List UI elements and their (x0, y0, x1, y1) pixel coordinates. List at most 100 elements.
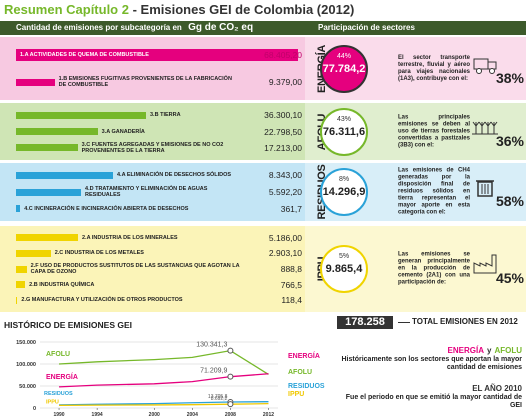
bar-value: 888,8 (280, 264, 302, 274)
point (227, 373, 234, 380)
bar-label: 4.D TRATAMIENTO Y ELIMINACIÓN DE AGUAS R… (85, 186, 208, 198)
icon-part (489, 67, 495, 74)
bar-value: 766,5 (280, 279, 302, 290)
bar (16, 78, 55, 86)
sector-total: 9.865,4 (325, 263, 363, 275)
sector-share: 36% (495, 132, 524, 149)
y-tick-label: 0 (33, 406, 36, 412)
legend-entry: RESIDUOS (288, 383, 325, 390)
icon-part (490, 121, 498, 134)
line-series (59, 403, 269, 407)
bar (16, 249, 51, 257)
header-left: Cantidad de emisiones por subcategoría e… (16, 22, 253, 33)
icon-part (473, 254, 497, 274)
note-heading-part: AFOLU (494, 346, 522, 355)
sector-percent: 43% (336, 115, 351, 123)
header-right: Participación de sectores (318, 23, 415, 32)
sector-icon (476, 180, 494, 197)
line-label: AFOLU (46, 351, 70, 358)
bar-label: 1.B EMISIONES FUGITIVAS PROVENIENTES DE … (58, 76, 232, 89)
bar-label: 3.C FUENTES AGREGADAS Y EMISIONES DE NO … (81, 141, 224, 154)
bar-value: 17.213,00 (264, 142, 302, 153)
icon-part (476, 67, 482, 74)
sector-block (0, 226, 526, 312)
note-text: Fue el periodo en que se emitió la mayor… (345, 394, 522, 409)
icon-part (484, 121, 492, 134)
sector-percent: 8% (338, 176, 350, 183)
bar-value: 361,7 (280, 203, 302, 214)
header-bar (0, 21, 526, 35)
bar (16, 144, 78, 152)
bar-value: 5.186,00 (268, 232, 302, 243)
bar-label: 4.C INCINERACIÓN E INCINERACIÓN ABIERTA … (24, 205, 189, 212)
bar-label: 2.B INDUSTRIA QUÍMICA (29, 281, 95, 288)
y-tick-label: 50.000 (19, 384, 36, 390)
x-tick-label: 1994 (92, 412, 103, 418)
line-series (59, 401, 269, 406)
sector-block (0, 37, 526, 100)
bar-label: 2.A INDUSTRIA DE LOS MINERALES (82, 234, 178, 241)
point-label: 13.705,8 (208, 394, 228, 400)
total-box (337, 316, 393, 329)
line-series (59, 373, 269, 388)
total-value: 178.258 (345, 316, 385, 328)
line-label: ENERGÍA (46, 372, 78, 381)
bar (16, 188, 82, 196)
sector-circle (320, 107, 368, 156)
bar-label: 1.A ACTIVIDADES DE QUEMA DE COMBUSTIBLE (20, 51, 149, 58)
x-tick-label: 2000 (149, 412, 160, 418)
sector-icon (473, 254, 497, 274)
icon-part (487, 61, 497, 69)
bar-value: 22.798,50 (264, 126, 302, 137)
x-tick-label: 2008 (225, 412, 236, 418)
title: Resumen Capítulo 2 - Emisiones GEI de Co… (4, 2, 354, 17)
bar-value: 9.379,00 (268, 77, 302, 88)
x-tick-label: 1990 (53, 412, 64, 418)
bar (16, 205, 21, 213)
icon-part (478, 121, 486, 134)
sector-total: 77.784,2 (322, 62, 366, 75)
bar-label: 4.A ELIMINACIÓN DE DESECHOS SÓLIDOS (117, 172, 232, 179)
icon-part (473, 58, 489, 69)
sector-text: Las principales emisiones se deben al us… (398, 114, 470, 148)
point (227, 347, 234, 354)
legend-entry: AFOLU (288, 369, 312, 376)
x-tick-label: 2004 (187, 412, 198, 418)
title-main: - Emisiones GEI de Colombia (2012) (132, 2, 355, 17)
note-heading-part: ENERGÍA (447, 346, 484, 355)
bar-value: 68.405,20 (264, 49, 302, 60)
legend-entry: ENERGÍA (288, 351, 320, 360)
line-label: IPPU (46, 399, 59, 405)
header-left-text: Cantidad de emisiones por subcategoría e… (16, 23, 182, 32)
x-tick-label: 2012 (263, 412, 274, 418)
title-prefix: Resumen Capítulo 2 (4, 2, 129, 17)
note-heading: EL AÑO 2010 (330, 384, 522, 393)
sector-text: Las emisiones se generan principalmente … (398, 251, 470, 286)
line-label: RESIDUOS (44, 391, 73, 397)
y-tick-label: 100.000 (16, 362, 36, 368)
point-label: 8.692,2 (211, 396, 228, 402)
bar-value: 36.300,10 (264, 110, 302, 121)
bar-label: 3.B TIERRA (150, 112, 181, 119)
bar-label: 2.C INDUSTRIA DE LOS METALES (54, 250, 144, 257)
sector-percent: 44% (336, 52, 351, 60)
line-series (59, 349, 269, 375)
sector-icon (472, 121, 498, 134)
sector-share: 58% (495, 193, 524, 209)
bar-value: 8.343,00 (268, 170, 302, 181)
sector-circle (320, 245, 368, 293)
bar (16, 171, 113, 179)
sector-circle (320, 168, 368, 216)
bar-label: 3.A GANADERÍA (101, 128, 145, 135)
bar-value: 2.903,10 (268, 248, 302, 259)
sector-total: 76.311,6 (322, 125, 366, 138)
bar-value: 118,4 (281, 295, 302, 306)
point (227, 401, 234, 408)
bar-value: 5.592,20 (268, 187, 302, 197)
note-heading: ENERGÍA y AFOLU (330, 346, 522, 355)
sector-total: 14.296,9 (322, 186, 366, 198)
icon-part (477, 181, 493, 197)
icon-part (472, 121, 480, 134)
bar (16, 111, 146, 119)
bar (16, 234, 78, 242)
